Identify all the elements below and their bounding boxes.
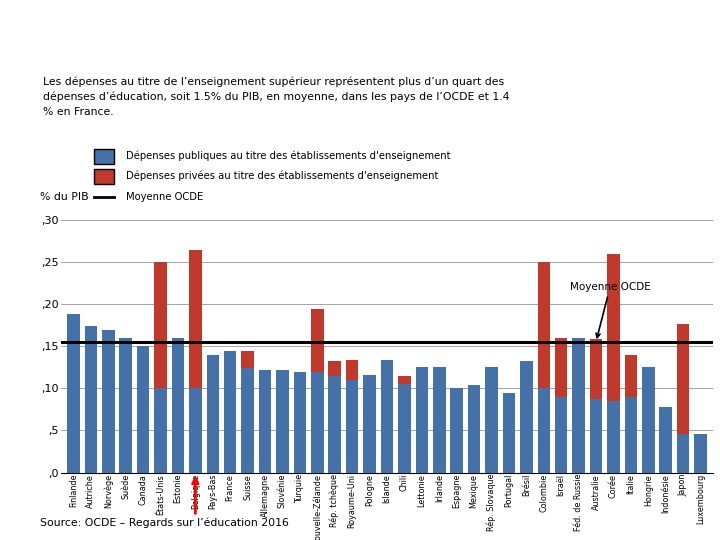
Bar: [590, 400, 603, 472]
Bar: [520, 361, 533, 472]
Bar: [207, 355, 219, 472]
Bar: [433, 367, 446, 472]
Bar: [660, 407, 672, 472]
Bar: [642, 367, 654, 472]
Bar: [555, 338, 567, 397]
Text: Les dépenses au titre de l’enseignement supérieur représentent plus d’un quart d: Les dépenses au titre de l’enseignement …: [43, 77, 510, 117]
Bar: [364, 375, 376, 472]
Bar: [451, 388, 463, 472]
Bar: [590, 339, 603, 400]
Bar: [625, 397, 637, 472]
Bar: [328, 376, 341, 472]
Bar: [677, 325, 690, 434]
Text: Source: OCDE – Regards sur l’éducation 2016: Source: OCDE – Regards sur l’éducation 2…: [40, 518, 289, 528]
Bar: [102, 330, 114, 472]
Bar: [694, 434, 707, 472]
Bar: [137, 346, 149, 472]
Bar: [294, 372, 306, 472]
Bar: [625, 355, 637, 397]
Bar: [311, 372, 323, 472]
Bar: [120, 338, 132, 472]
Bar: [241, 368, 254, 472]
Bar: [398, 376, 410, 384]
Bar: [84, 326, 97, 472]
Text: Dépenses privées au titre des établissements d'enseignement: Dépenses privées au titre des établissem…: [126, 171, 438, 181]
Bar: [607, 254, 620, 401]
Bar: [398, 384, 410, 472]
Bar: [189, 388, 202, 472]
Bar: [572, 338, 585, 472]
Bar: [311, 308, 323, 372]
Bar: [154, 262, 167, 388]
Bar: [346, 360, 359, 380]
Bar: [189, 249, 202, 388]
Bar: [415, 367, 428, 472]
Bar: [276, 370, 289, 472]
Bar: [224, 350, 236, 472]
Bar: [171, 338, 184, 472]
Text: % du PIB: % du PIB: [40, 192, 89, 201]
Bar: [241, 352, 254, 368]
Text: Un enjeu pour l’enseignement supérieur : diversifier les sources de
financement : Un enjeu pour l’enseignement supérieur :…: [81, 16, 639, 55]
Bar: [468, 385, 480, 472]
Text: Moyenne OCDE: Moyenne OCDE: [126, 192, 203, 201]
Bar: [346, 380, 359, 472]
Bar: [154, 388, 167, 472]
Bar: [381, 360, 393, 472]
Bar: [328, 361, 341, 376]
Bar: [555, 397, 567, 472]
Text: Dépenses publiques au titre des établissements d'enseignement: Dépenses publiques au titre des établiss…: [126, 150, 451, 161]
Bar: [538, 388, 550, 472]
Bar: [607, 401, 620, 472]
Bar: [503, 393, 516, 472]
Bar: [538, 262, 550, 388]
Text: Moyenne OCDE: Moyenne OCDE: [570, 282, 650, 338]
Bar: [485, 367, 498, 472]
Bar: [258, 370, 271, 472]
Bar: [67, 314, 80, 472]
Bar: [677, 434, 690, 472]
